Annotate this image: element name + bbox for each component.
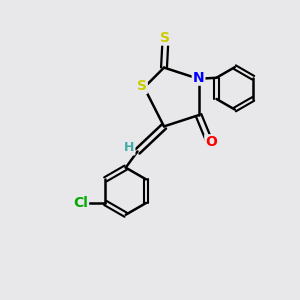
Text: Cl: Cl bbox=[73, 196, 88, 210]
Text: S: S bbox=[160, 31, 170, 45]
Text: H: H bbox=[124, 141, 134, 154]
Text: S: S bbox=[137, 79, 147, 93]
Text: O: O bbox=[205, 135, 217, 149]
Text: N: N bbox=[193, 70, 204, 85]
